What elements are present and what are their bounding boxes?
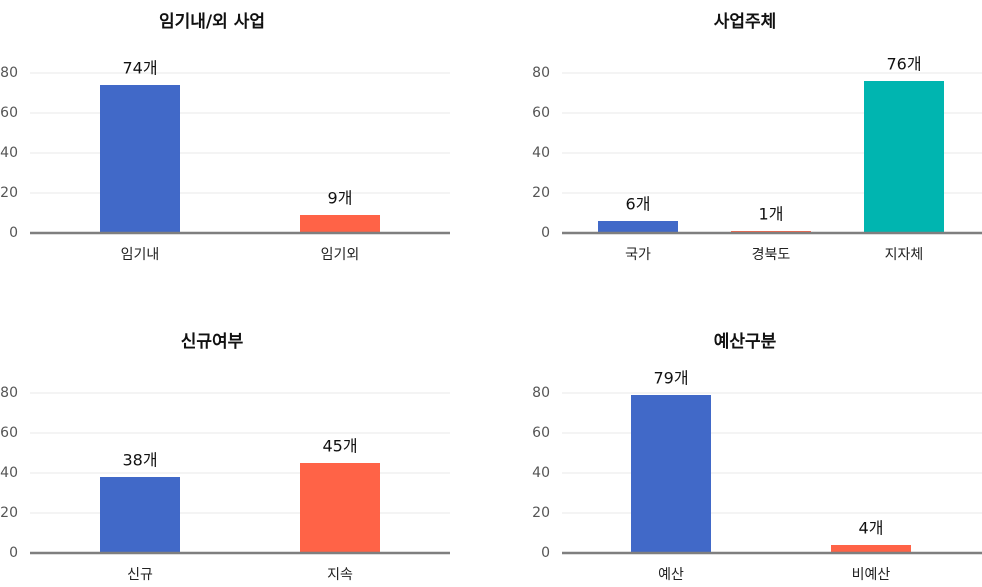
category-label: 임기내 [121,247,160,263]
data-label: 79개 [653,369,688,388]
bar-3 [864,81,944,233]
category-label: 예산 [658,567,684,583]
category-label: 비예산 [852,567,891,583]
y-tick-label: 0 [9,225,18,241]
bar-1 [631,395,711,553]
y-tick-label: 60 [532,425,550,441]
y-tick-label: 0 [541,225,550,241]
data-label: 1개 [759,205,784,224]
y-tick-label: 0 [9,545,18,561]
bar-1 [598,221,678,233]
category-label: 경북도 [752,247,791,263]
y-tick-label: 40 [532,145,550,161]
y-tick-label: 80 [0,65,18,81]
chart-title: 예산구분 [714,332,777,352]
bar-1 [100,477,180,553]
y-tick-label: 60 [0,425,18,441]
data-label: 76개 [886,55,921,74]
category-label: 신규 [127,567,153,583]
y-tick-label: 60 [0,105,18,121]
y-tick-label: 40 [532,465,550,481]
data-label: 6개 [626,195,651,214]
category-label: 지자체 [885,247,924,263]
category-label: 국가 [625,247,651,263]
data-label: 9개 [328,189,353,208]
y-tick-label: 0 [541,545,550,561]
data-label: 45개 [322,437,357,456]
y-tick-label: 20 [532,505,550,521]
bar-2 [831,545,911,553]
bar-1 [100,85,180,233]
y-tick-label: 20 [0,505,18,521]
category-label: 임기외 [321,247,360,263]
y-tick-label: 40 [0,145,18,161]
category-label: 지속 [327,567,353,583]
y-tick-label: 80 [0,385,18,401]
y-tick-label: 20 [0,185,18,201]
y-tick-label: 60 [532,105,550,121]
y-tick-label: 20 [532,185,550,201]
y-tick-label: 40 [0,465,18,481]
data-label: 38개 [122,451,157,470]
bar-2 [300,215,380,233]
bar-2 [300,463,380,553]
data-label: 74개 [122,59,157,78]
chart-title: 신규여부 [181,332,244,352]
y-tick-label: 80 [532,65,550,81]
chart-title: 사업주체 [714,12,777,32]
chart-title: 임기내/외 사업 [159,11,265,32]
y-tick-label: 80 [532,385,550,401]
data-label: 4개 [859,519,884,538]
